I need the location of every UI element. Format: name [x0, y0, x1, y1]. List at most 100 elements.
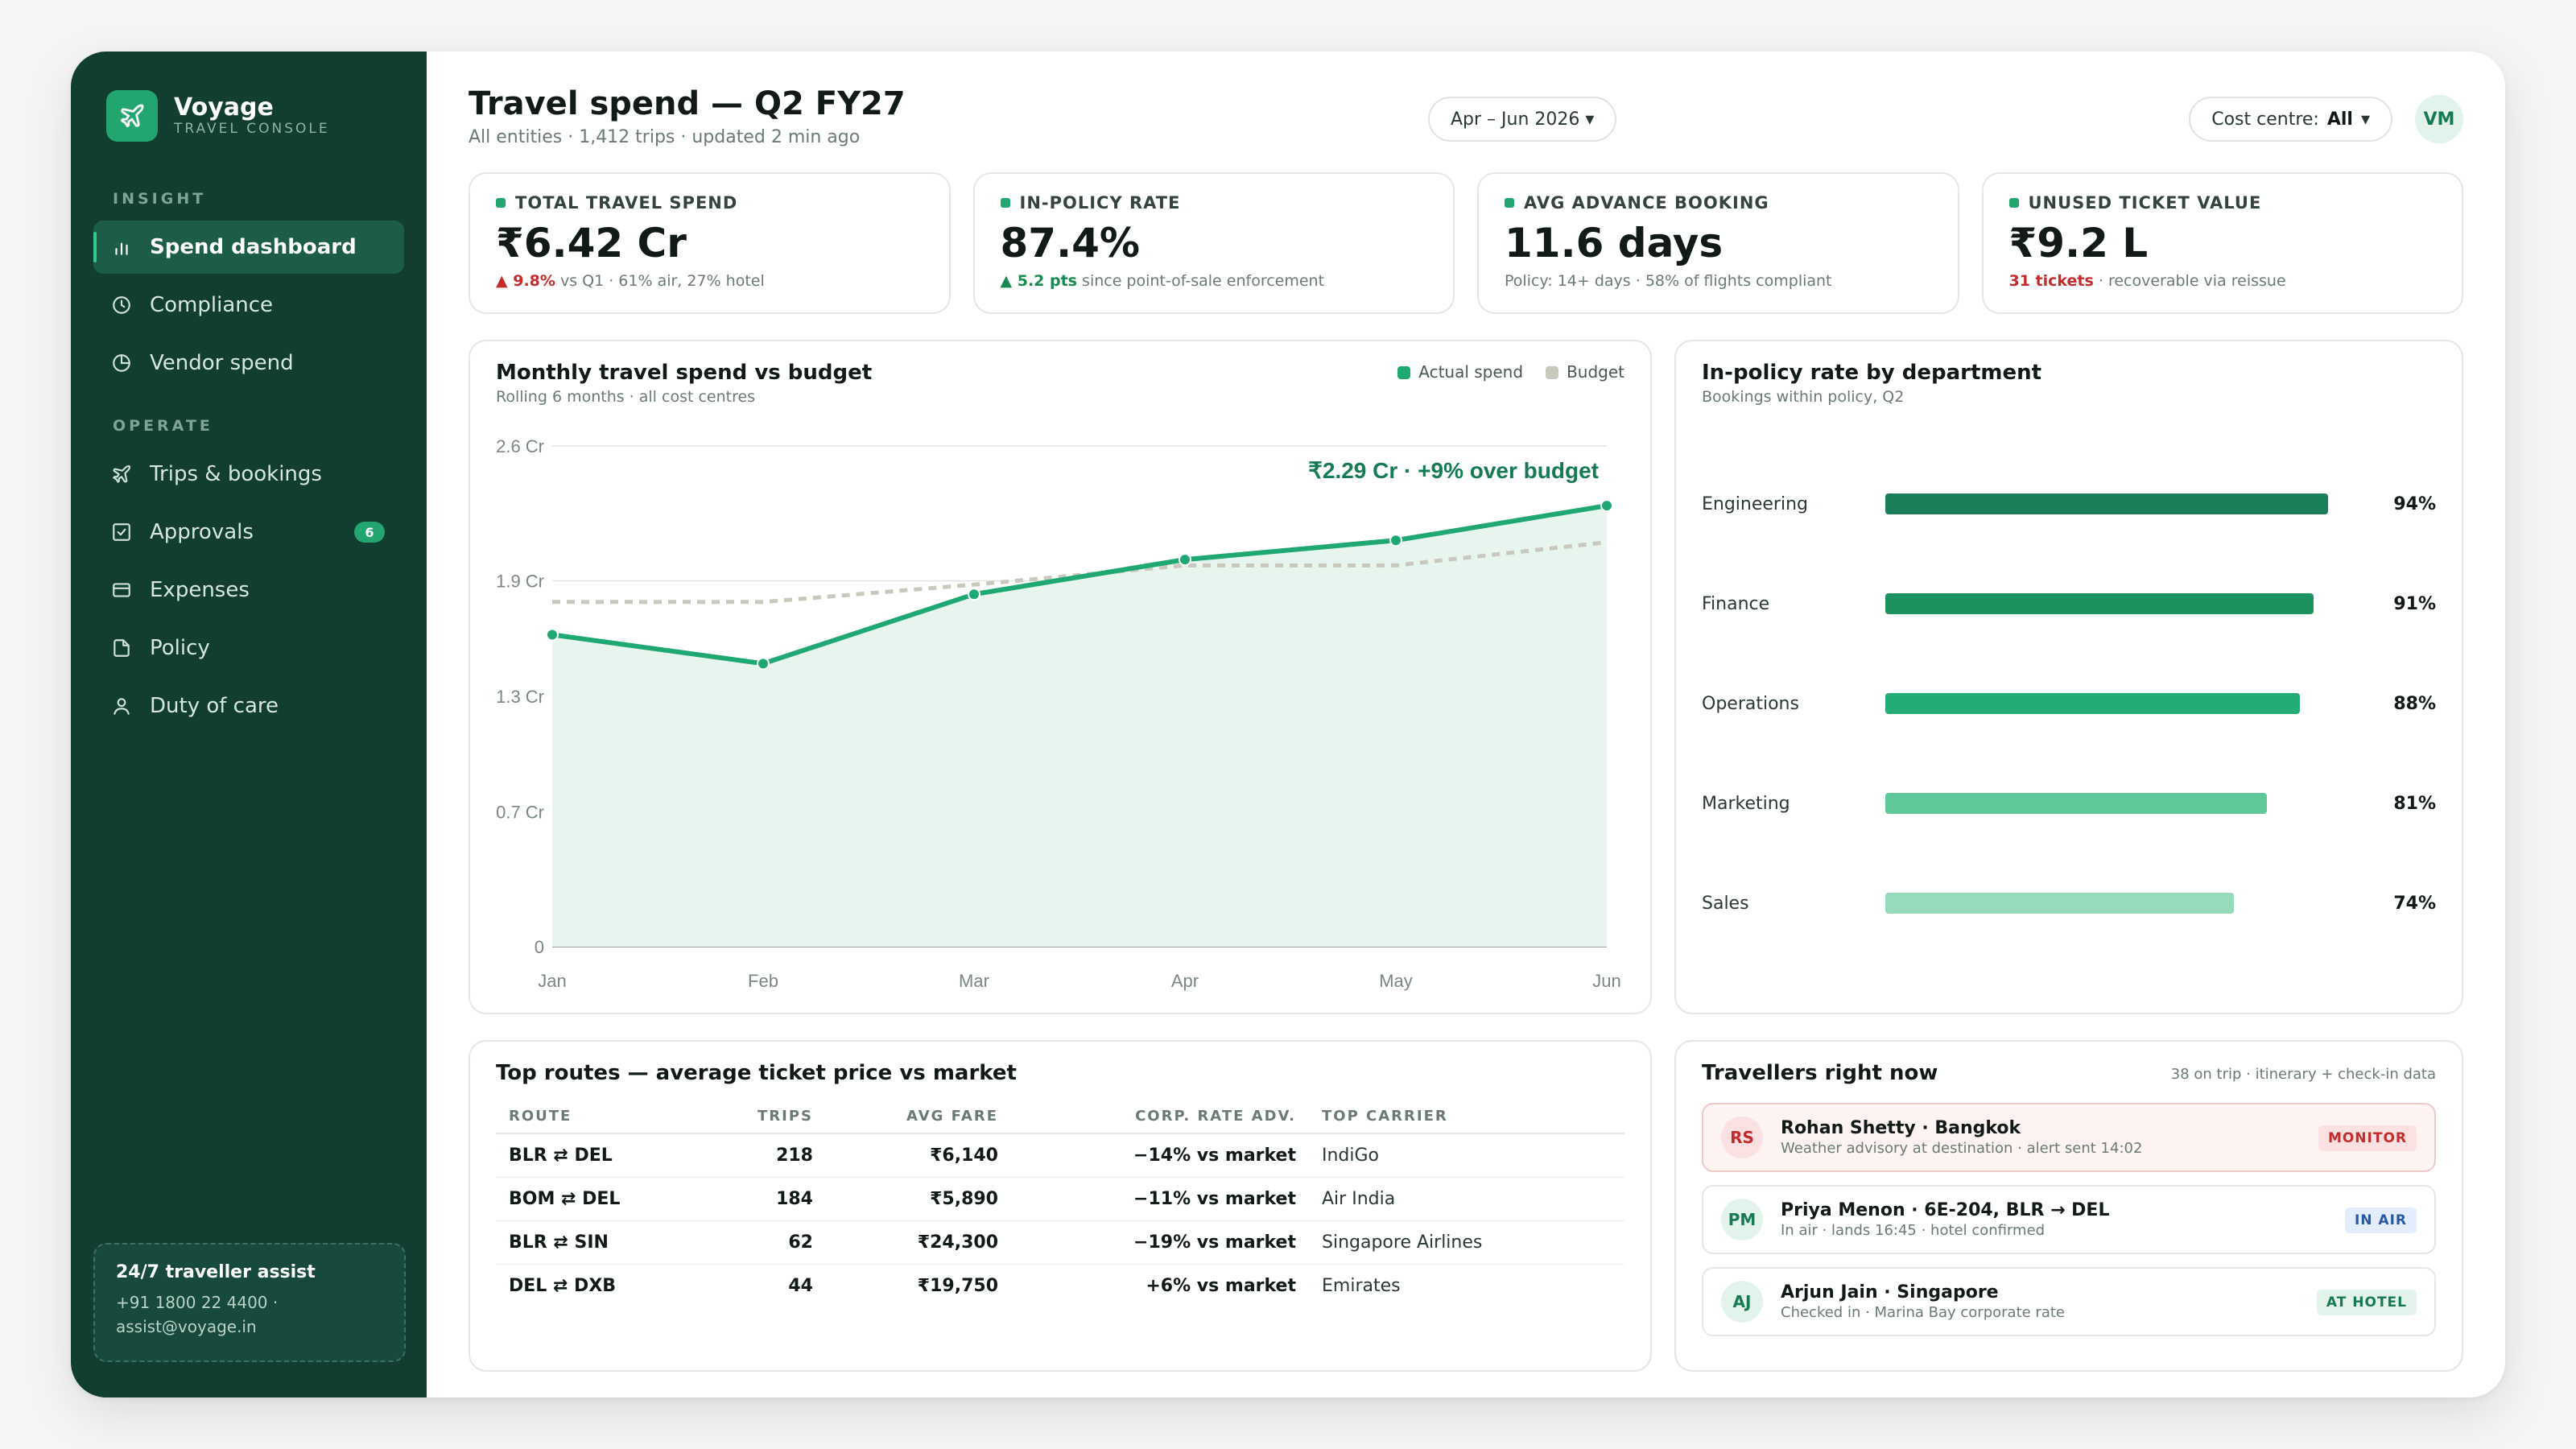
cost-centre-value: All [2326, 109, 2353, 130]
traveller-detail: In air · lands 16:45 · hotel confirmed [1781, 1222, 2046, 1239]
actual-point [757, 657, 770, 671]
kpi-card-unused-tickets[interactable]: UNUSED TICKET VALUE ₹9.2 L 31 tickets · … [1981, 172, 2463, 314]
column-header[interactable]: TRIPS [705, 1100, 826, 1134]
chart-title: In-policy rate by department [1702, 361, 2042, 385]
sidebar-item-policy[interactable]: Policy [93, 621, 404, 675]
dept-bar-row[interactable]: Finance 91% [1702, 588, 2436, 620]
actual-area [552, 506, 1607, 947]
kpi-value: 11.6 days [1505, 220, 1724, 266]
assist-email[interactable]: assist@voyage.in [116, 1317, 257, 1336]
dept-bar-track [1885, 693, 2336, 714]
kpi-label: TOTAL TRAVEL SPEND [515, 193, 738, 213]
y-tick-label: ₹2.6 Cr [496, 436, 544, 456]
traveller-name: Rohan Shetty · Bangkok [1781, 1118, 2021, 1138]
y-tick-label: ₹1.3 Cr [496, 687, 544, 707]
bar-chart-icon [115, 242, 128, 255]
trips-cell: 62 [705, 1220, 826, 1265]
actual-point [546, 628, 559, 642]
table-row[interactable]: BOM ⇄ DEL 184 ₹5,890 −11% vs market Air … [496, 1177, 1624, 1221]
actual-point [1600, 499, 1613, 513]
dept-bar-row[interactable]: Sales 74% [1702, 887, 2436, 919]
column-header[interactable]: TOP CARRIER [1309, 1100, 1624, 1134]
user-avatar[interactable]: VM [2415, 95, 2463, 143]
status-badge: IN AIR [2344, 1208, 2417, 1233]
sidebar-item-label: Spend dashboard [150, 235, 357, 259]
status-badge: MONITOR [2318, 1125, 2417, 1151]
traveller-item[interactable]: AJ Arjun Jain · Singapore Checked in · M… [1702, 1267, 2436, 1336]
status-badge: AT HOTEL [2316, 1290, 2417, 1315]
table-row[interactable]: BLR ⇄ DEL 218 ₹6,140 −14% vs market Indi… [496, 1133, 1624, 1178]
dept-bar-row[interactable]: Engineering 94% [1702, 488, 2436, 520]
travellers-card: Travellers right now 38 on trip · itiner… [1674, 1040, 2463, 1372]
plane-icon [106, 90, 158, 142]
traveller-detail: Weather advisory at destination · alert … [1781, 1140, 2143, 1157]
routes-card: Top routes — average ticket price vs mar… [469, 1040, 1652, 1372]
actual-point [968, 588, 980, 601]
traveller-name: Priya Menon · 6E-204, BLR → DEL [1781, 1200, 2110, 1220]
dept-name: Marketing [1702, 793, 1790, 814]
carrier-cell: Emirates [1322, 1275, 1401, 1296]
sidebar-item-approvals[interactable]: Approvals 6 [93, 506, 404, 559]
kpi-dot [1000, 198, 1010, 208]
kpi-card-total-spend[interactable]: TOTAL TRAVEL SPEND ₹6.42 Cr ▲ 9.8% vs Q1… [469, 172, 951, 314]
dept-name: Finance [1702, 593, 1770, 614]
sidebar: Voyage TRAVEL CONSOLE INSIGHT Spend dash… [71, 52, 427, 1397]
traveller-item[interactable]: RS Rohan Shetty · Bangkok Weather adviso… [1702, 1103, 2436, 1172]
x-tick-label: Mar [959, 971, 989, 991]
sidebar-item-vendor-spend[interactable]: Vendor spend [93, 336, 404, 390]
cost-centre-select[interactable]: Cost centre: All ▾ [2189, 97, 2392, 142]
sidebar-item-duty-of-care[interactable]: Duty of care [93, 679, 404, 733]
chart-subtitle: Bookings within policy, Q2 [1702, 388, 1905, 406]
kpi-delta: 31 tickets [2008, 272, 2094, 290]
table-row[interactable]: BLR ⇄ SIN 62 ₹24,300 −19% vs market Sing… [496, 1220, 1624, 1265]
brand-name: Voyage [174, 93, 274, 122]
assist-phone[interactable]: +91 1800 22 4400 · [116, 1293, 279, 1312]
column-header[interactable]: AVG FARE [826, 1100, 1011, 1134]
kpi-label: IN-POLICY RATE [1019, 193, 1181, 213]
kpi-card-advance-booking[interactable]: AVG ADVANCE BOOKING 11.6 days Policy: 14… [1477, 172, 1959, 314]
sidebar-item-compliance[interactable]: Compliance [93, 279, 404, 332]
kpi-card-in-policy-rate[interactable]: IN-POLICY RATE 87.4% ▲ 5.2 pts since poi… [972, 172, 1455, 314]
page-subtitle: All entities · 1,412 trips · updated 2 m… [469, 127, 861, 147]
kpi-note: · recoverable via reissue [2093, 272, 2286, 290]
routes-table: ROUTE TRIPS AVG FARE CORP. RATE ADV. TOP… [496, 1100, 1624, 1307]
chart-legend: Actual spend Budget [1397, 362, 1624, 382]
main-content: Travel spend — Q2 FY27 All entities · 1,… [427, 52, 2505, 1397]
traveller-item[interactable]: PM Priya Menon · 6E-204, BLR → DEL In ai… [1702, 1185, 2436, 1254]
actual-line [551, 503, 1608, 667]
pie-chart-icon [113, 354, 130, 372]
table-row[interactable]: DEL ⇄ DXB 44 ₹19,750 +6% vs market Emira… [496, 1264, 1624, 1307]
travellers-title: Travellers right now [1702, 1061, 1938, 1085]
check-square-icon [113, 523, 130, 541]
sidebar-item-trips[interactable]: Trips & bookings [93, 448, 404, 501]
column-header[interactable]: ROUTE [496, 1100, 705, 1134]
y-tick-label: 0 [535, 937, 544, 957]
legend-item-actual[interactable]: Actual spend [1397, 362, 1523, 382]
dept-bar-row[interactable]: Operations 88% [1702, 687, 2436, 720]
kpi-label: AVG ADVANCE BOOKING [1524, 193, 1769, 213]
nav-section-insight: INSIGHT [113, 190, 207, 208]
dept-bar-row[interactable]: Marketing 81% [1702, 787, 2436, 819]
kpi-note: vs Q1 · 61% air, 27% hotel [555, 272, 765, 290]
kpi-value: 87.4% [1000, 220, 1140, 266]
kpi-value: ₹9.2 L [2008, 220, 2149, 266]
page-title: Travel spend — Q2 FY27 [469, 85, 906, 122]
sidebar-item-spend-dashboard[interactable]: Spend dashboard [93, 221, 404, 274]
x-tick-label: Jun [1592, 971, 1620, 991]
sidebar-item-label: Expenses [150, 578, 250, 602]
header: Travel spend — Q2 FY27 All entities · 1,… [469, 84, 2463, 172]
fare-cell: ₹5,890 [826, 1177, 1011, 1221]
kpi-dot [2008, 198, 2019, 208]
brand[interactable]: Voyage TRAVEL CONSOLE [93, 90, 404, 142]
sidebar-item-label: Trips & bookings [150, 462, 322, 486]
legend-item-budget[interactable]: Budget [1546, 362, 1624, 382]
legend-swatch-actual [1397, 366, 1411, 379]
date-range-select[interactable]: Apr – Jun 2026 ▾ [1428, 97, 1617, 142]
travellers-meta: 38 on trip · itinerary + check-in data [2170, 1066, 2436, 1083]
x-tick-label: Jan [538, 971, 566, 991]
dept-bar-track [1885, 593, 2336, 614]
sidebar-item-expenses[interactable]: Expenses [93, 564, 404, 617]
column-header[interactable]: CORP. RATE ADV. [1011, 1100, 1309, 1134]
kpi-note: Policy: 14+ days · 58% of flights compli… [1505, 272, 1832, 290]
dept-pct-label: 88% [2393, 693, 2436, 714]
